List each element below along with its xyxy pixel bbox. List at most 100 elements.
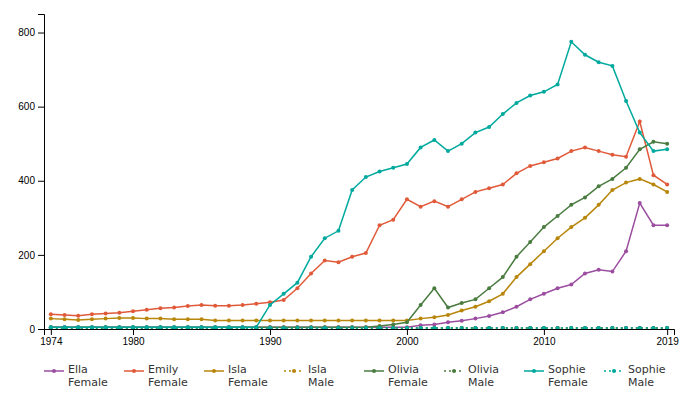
point	[145, 317, 149, 321]
legend-label-line: Male	[468, 376, 494, 389]
point	[569, 326, 573, 329]
point	[446, 326, 450, 329]
point	[63, 326, 67, 329]
point	[583, 216, 587, 220]
point	[501, 310, 505, 314]
tick: 800	[18, 27, 44, 38]
point	[624, 326, 628, 329]
point	[104, 325, 108, 329]
point	[638, 119, 642, 123]
point	[624, 99, 628, 103]
point	[624, 181, 628, 185]
point	[241, 326, 245, 329]
point	[145, 325, 149, 329]
point	[487, 326, 491, 329]
point	[309, 325, 313, 329]
point	[556, 157, 560, 161]
tick-mark	[133, 329, 134, 335]
series	[49, 119, 669, 317]
point	[117, 326, 121, 329]
point	[117, 325, 121, 329]
point	[405, 162, 409, 166]
point	[419, 326, 423, 329]
point	[446, 306, 450, 310]
point	[145, 308, 149, 312]
point	[49, 317, 53, 321]
point	[172, 325, 176, 329]
point	[515, 326, 519, 329]
legend-item: IslaMale	[284, 363, 334, 389]
point	[254, 325, 258, 329]
point	[309, 326, 313, 329]
point	[336, 318, 340, 322]
point	[241, 325, 245, 329]
point	[583, 326, 587, 329]
point	[323, 326, 327, 329]
point	[254, 325, 258, 329]
point	[378, 326, 382, 329]
point	[117, 316, 121, 320]
point	[556, 236, 560, 240]
point	[49, 325, 53, 329]
point	[131, 326, 135, 329]
point	[542, 326, 546, 329]
plot: 1974198019902000201020190200400600800	[18, 15, 679, 348]
point	[268, 325, 272, 329]
point	[254, 318, 258, 322]
point	[528, 326, 532, 329]
series	[49, 40, 669, 329]
point	[295, 318, 299, 322]
point	[515, 326, 519, 329]
point	[460, 326, 464, 329]
point	[569, 149, 573, 153]
legend-label-line: Isla	[308, 363, 327, 376]
point	[49, 325, 53, 329]
point	[200, 325, 204, 329]
point	[665, 142, 669, 146]
point	[446, 326, 450, 329]
point	[528, 326, 532, 329]
tick-mark	[270, 329, 271, 335]
point	[158, 326, 162, 329]
point	[624, 155, 628, 159]
point	[432, 138, 436, 142]
point	[651, 326, 655, 329]
point	[309, 255, 313, 259]
point	[610, 326, 614, 329]
point	[446, 205, 450, 209]
point	[200, 317, 204, 321]
legend-label-line: Olivia	[468, 363, 499, 376]
series-line	[51, 203, 667, 327]
point	[556, 326, 560, 329]
point	[651, 173, 655, 177]
point	[487, 125, 491, 129]
point	[405, 326, 409, 329]
point	[487, 326, 491, 329]
point	[131, 325, 135, 329]
point	[515, 101, 519, 105]
point	[131, 325, 135, 329]
tick: 400	[18, 175, 44, 186]
point	[364, 318, 368, 322]
tick-label: 0	[29, 324, 35, 335]
tick-mark	[38, 107, 44, 108]
point	[117, 311, 121, 315]
point	[391, 166, 395, 170]
point	[405, 320, 409, 324]
point	[569, 326, 573, 329]
point	[76, 314, 80, 318]
point	[323, 326, 327, 329]
point	[200, 326, 204, 329]
point	[391, 326, 395, 329]
point	[145, 326, 149, 329]
point	[63, 317, 67, 321]
point	[336, 325, 340, 329]
point	[473, 317, 477, 321]
point	[186, 326, 190, 329]
legend-marker	[452, 369, 456, 373]
point	[350, 188, 354, 192]
tick: 2010	[533, 329, 556, 347]
point	[350, 326, 354, 329]
legend-label: EmilyFemale	[148, 363, 188, 389]
point	[76, 326, 80, 329]
